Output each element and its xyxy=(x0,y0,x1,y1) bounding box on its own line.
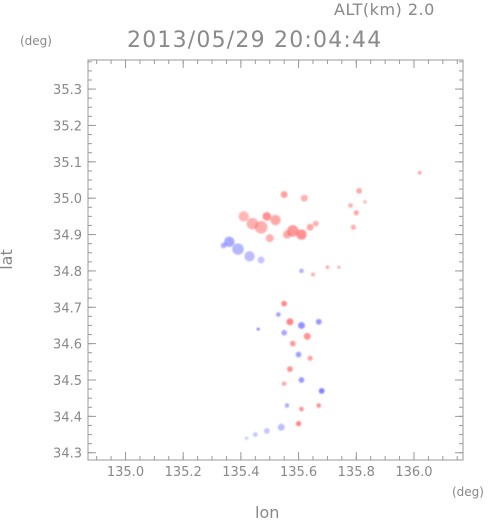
y-tick-label: 35.3 xyxy=(53,83,82,98)
echo-cell xyxy=(295,421,302,427)
echo-cell xyxy=(244,436,249,440)
echo-cell xyxy=(299,268,304,274)
echo-cell xyxy=(270,214,281,226)
y-unit-label: (deg) xyxy=(20,34,52,48)
echo-cell xyxy=(289,340,296,347)
echo-cell xyxy=(284,403,290,408)
y-tick-label: 34.8 xyxy=(53,265,82,280)
echo-cell xyxy=(315,318,322,325)
echo-cell xyxy=(318,388,325,394)
echo-cell xyxy=(220,242,227,249)
x-tick-label: 135.6 xyxy=(280,465,317,480)
echo-cell xyxy=(287,366,293,372)
echo-cell xyxy=(280,191,288,199)
echo-cell xyxy=(232,243,244,255)
y-tick-label: 34.7 xyxy=(53,301,82,316)
echo-cell xyxy=(277,423,285,431)
echo-cell xyxy=(350,224,356,230)
x-tick-label: 136.0 xyxy=(395,465,432,480)
x-tick-label: 135.8 xyxy=(338,465,375,480)
echo-cell xyxy=(246,217,259,230)
echo-cell xyxy=(295,351,302,358)
y-tick-label: 34.5 xyxy=(53,374,82,389)
echo-layer xyxy=(220,170,422,440)
y-tick-label: 35.0 xyxy=(53,192,82,207)
altitude-label: ALT(km) 2.0 xyxy=(334,0,435,19)
echo-cell xyxy=(286,318,294,326)
plot-frame xyxy=(87,59,464,461)
echo-cell xyxy=(356,188,363,194)
echo-cell xyxy=(281,381,287,386)
echo-cell xyxy=(337,265,341,269)
echo-cell xyxy=(363,200,367,204)
echo-cell xyxy=(256,327,260,331)
echo-cell xyxy=(313,220,319,227)
echo-cell xyxy=(265,234,274,243)
x-tick-label: 135.2 xyxy=(165,465,202,480)
echo-cell xyxy=(281,329,288,336)
echo-cell xyxy=(348,203,353,208)
echo-cell xyxy=(224,236,235,248)
echo-cell xyxy=(418,170,422,175)
echo-cell xyxy=(238,211,249,222)
echo-cell xyxy=(283,230,292,239)
y-tick-label: 34.4 xyxy=(53,410,82,425)
echo-cell xyxy=(262,212,272,221)
echo-cell xyxy=(306,223,314,231)
y-tick-label: 34.6 xyxy=(53,338,82,353)
echo-cell xyxy=(296,229,307,240)
echo-cell xyxy=(298,377,305,383)
echo-cell xyxy=(257,256,265,264)
echo-cell xyxy=(298,321,305,329)
y-tick-label: 35.1 xyxy=(53,156,82,171)
x-unit-label: (deg) xyxy=(452,485,484,499)
x-tick-label: 135.4 xyxy=(222,465,259,480)
echo-cell xyxy=(253,432,258,437)
echo-cell xyxy=(276,312,281,317)
echo-cell xyxy=(244,251,255,262)
echo-cell xyxy=(353,210,359,216)
x-tick-label: 135.0 xyxy=(107,465,144,480)
timestamp-title: 2013/05/29 20:04:44 xyxy=(127,28,383,53)
echo-cell xyxy=(310,272,316,277)
echo-cell xyxy=(307,355,313,361)
echo-cell xyxy=(263,428,270,434)
echo-cell xyxy=(325,265,330,270)
echo-cell xyxy=(299,406,304,412)
y-tick-label: 34.9 xyxy=(53,229,82,244)
y-tick-label: 34.3 xyxy=(53,447,82,462)
echo-cell xyxy=(300,194,308,202)
echo-cell xyxy=(281,300,288,307)
x-axis-label: lon xyxy=(255,503,280,522)
echo-cell xyxy=(316,403,322,408)
axis-layer: 135.0 135.2 135.4 135.6 135.8 136.0 34.3 34.4 34… xyxy=(53,60,463,480)
y-tick-label: 35.2 xyxy=(53,119,82,134)
echo-cell xyxy=(303,332,311,340)
